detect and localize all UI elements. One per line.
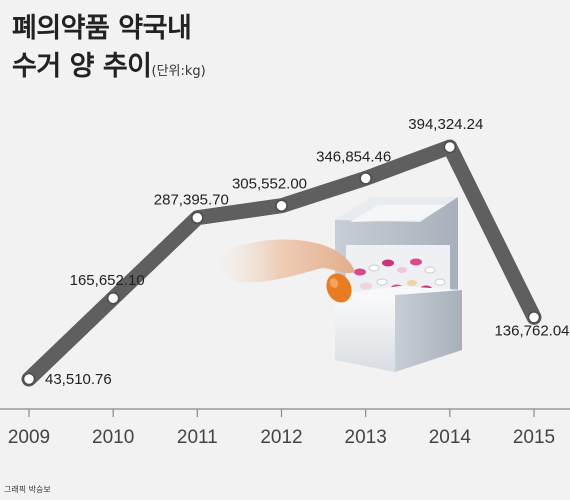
data-markers (22, 140, 541, 386)
x-tick-label-2012: 2012 (260, 427, 302, 448)
data-label-2009: 43,510.76 (45, 371, 112, 388)
x-tick-label-2010: 2010 (92, 427, 134, 448)
illustration (218, 197, 462, 372)
data-point-2009 (22, 372, 36, 386)
data-label-2010: 165,652.10 (70, 272, 145, 289)
data-label-2015: 136,762.04 (494, 322, 569, 339)
title-line-1: 폐의약품 약국내 (12, 13, 192, 44)
x-tick-label-2014: 2014 (429, 427, 472, 448)
x-tick-label-2011: 2011 (177, 427, 218, 448)
data-label-2013: 346,854.46 (316, 148, 391, 165)
x-tick-label-2015: 2015 (513, 427, 555, 448)
credit: 그래픽 박승보 (4, 485, 51, 494)
data-point-2012 (275, 199, 288, 212)
data-point-2010 (106, 291, 120, 305)
x-tick-label-2013: 2013 (345, 427, 387, 448)
data-label-2012: 305,552.00 (232, 176, 307, 193)
title-line-2: 수거 양 추이 (12, 51, 152, 82)
x-tick-label-2009: 2009 (8, 427, 50, 448)
data-label-2014: 394,324.24 (408, 116, 483, 133)
data-label-2011: 287,395.70 (154, 192, 229, 209)
data-point-2014 (443, 140, 457, 154)
data-point-2013 (359, 172, 372, 185)
unit-label: (단위:kg) (151, 64, 206, 79)
x-axis: 2009 2010 2011 2012 2013 2014 2015 (0, 408, 570, 448)
chart-title: 폐의약품 약국내 수거 양 추이(단위:kg) (12, 10, 206, 91)
data-point-2011 (191, 211, 204, 224)
data-point-2015 (527, 311, 541, 324)
